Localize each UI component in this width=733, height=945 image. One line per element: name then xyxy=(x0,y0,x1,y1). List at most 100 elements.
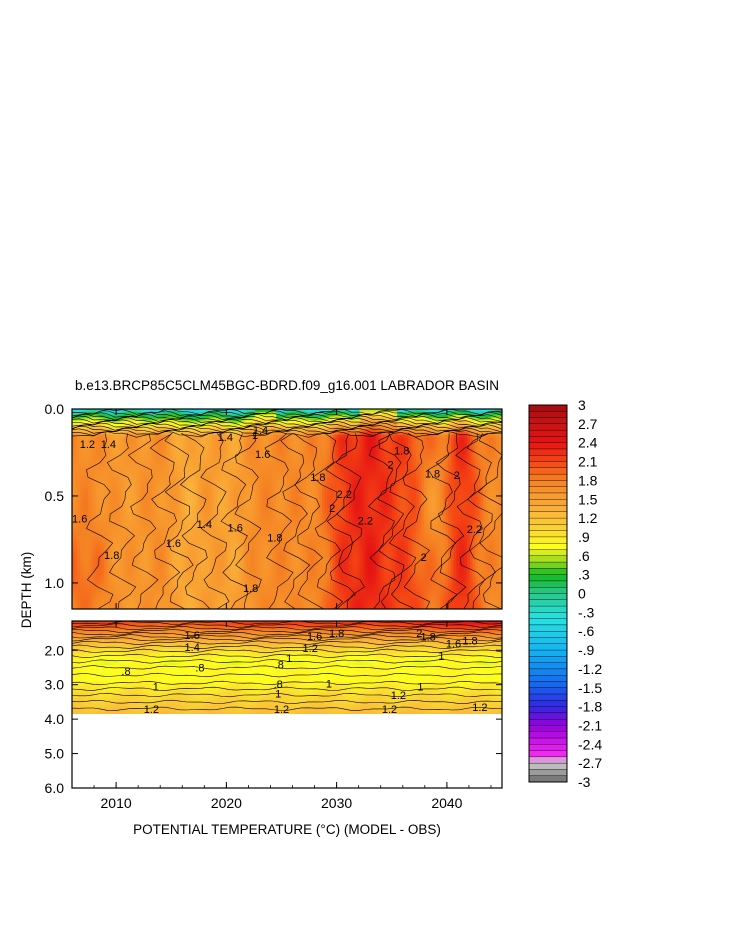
heatmap-cell xyxy=(300,451,304,456)
heatmap-cell xyxy=(235,491,240,496)
heatmap-cell xyxy=(85,457,89,462)
heatmap-cell xyxy=(450,486,455,490)
heatmap-cell xyxy=(343,449,347,453)
heatmap-cell xyxy=(402,423,406,427)
heatmap-cell xyxy=(338,460,342,464)
heatmap-cell xyxy=(104,449,108,453)
heatmap-cell xyxy=(461,454,465,459)
heatmap-cell xyxy=(386,431,390,436)
heatmap-cell xyxy=(249,489,253,493)
heatmap-cell xyxy=(407,480,412,484)
heatmap-cell xyxy=(276,474,280,479)
heatmap-cell xyxy=(370,474,374,479)
heatmap-cell xyxy=(416,469,420,473)
heatmap-cell xyxy=(316,494,320,499)
heatmap-cell xyxy=(300,463,304,467)
heatmap-cell xyxy=(399,423,404,427)
heatmap-cell xyxy=(367,443,371,447)
heatmap-cell xyxy=(203,449,207,453)
heatmap-cell xyxy=(381,491,385,496)
heatmap-cell xyxy=(475,414,479,419)
heatmap-cell xyxy=(72,434,76,439)
heatmap-cell xyxy=(389,446,393,450)
heatmap-cell xyxy=(82,489,87,493)
heatmap-cell xyxy=(467,451,471,456)
heatmap-cell xyxy=(115,454,119,459)
heatmap-cell xyxy=(297,471,302,476)
heatmap-cell xyxy=(426,474,431,479)
heatmap-cell xyxy=(115,480,119,484)
heatmap-cell xyxy=(356,463,361,467)
heatmap-cell xyxy=(88,440,92,444)
heatmap-cell xyxy=(241,469,245,473)
heatmap-cell xyxy=(407,489,412,493)
heatmap-cell xyxy=(405,489,409,493)
heatmap-cell xyxy=(190,471,194,476)
heatmap-cell xyxy=(295,417,299,422)
heatmap-cell xyxy=(386,480,390,484)
heatmap-cell xyxy=(394,486,398,490)
heatmap-cell xyxy=(238,446,242,450)
heatmap-cell xyxy=(96,457,100,462)
heatmap-cell xyxy=(214,491,218,496)
heatmap-cell xyxy=(214,457,218,462)
heatmap-cell xyxy=(348,489,353,493)
heatmap-cell xyxy=(287,411,291,416)
heatmap-cell xyxy=(367,409,371,413)
heatmap-cell xyxy=(101,420,105,424)
heatmap-cell xyxy=(362,480,366,484)
heatmap-cell xyxy=(321,446,326,450)
heatmap-cell xyxy=(72,463,76,467)
heatmap-cell xyxy=(335,477,339,482)
heatmap-cell xyxy=(238,434,242,439)
heatmap-cell xyxy=(211,429,216,433)
heatmap-cell xyxy=(287,466,291,470)
heatmap-cell xyxy=(238,486,242,490)
heatmap-cell xyxy=(434,414,439,419)
heatmap-cell xyxy=(308,423,312,427)
heatmap-cell xyxy=(163,449,167,453)
heatmap-cell xyxy=(249,483,253,487)
heatmap-cell xyxy=(109,451,113,456)
heatmap-cell xyxy=(459,449,463,453)
heatmap-cell xyxy=(182,414,186,419)
heatmap-cell xyxy=(149,494,154,499)
heatmap-cell xyxy=(158,457,162,462)
heatmap-cell xyxy=(252,477,256,482)
heatmap-cell xyxy=(319,411,323,416)
heatmap-cell xyxy=(389,480,393,484)
heatmap-cell xyxy=(88,446,92,450)
heatmap-cell xyxy=(77,411,81,416)
heatmap-cell xyxy=(174,454,178,459)
heatmap-cell xyxy=(383,426,388,430)
heatmap-cell xyxy=(184,483,189,487)
heatmap-cell xyxy=(335,486,339,490)
heatmap-cell xyxy=(370,460,374,464)
heatmap-cell xyxy=(268,460,272,464)
heatmap-cell xyxy=(268,477,272,482)
heatmap-cell xyxy=(192,474,197,479)
heatmap-cell xyxy=(311,466,315,470)
heatmap-cell xyxy=(182,409,186,413)
heatmap-cell xyxy=(386,483,390,487)
heatmap-cell xyxy=(418,409,422,413)
heatmap-cell xyxy=(270,474,275,479)
heatmap-cell xyxy=(217,454,221,459)
heatmap-cell xyxy=(117,446,121,450)
heatmap-cell xyxy=(432,414,436,419)
heatmap-cell xyxy=(80,420,84,424)
heatmap-cell xyxy=(426,483,431,487)
heatmap-cell xyxy=(98,474,103,479)
heatmap-cell xyxy=(413,466,417,470)
heatmap-cell xyxy=(442,451,447,456)
heatmap-cell xyxy=(246,494,250,499)
heatmap-cell xyxy=(348,480,353,484)
heatmap-cell xyxy=(413,446,417,450)
heatmap-cell xyxy=(373,460,377,464)
heatmap-cell xyxy=(273,474,277,479)
heatmap-cell xyxy=(187,457,191,462)
heatmap-cell xyxy=(389,494,393,499)
heatmap-cell xyxy=(378,463,382,467)
heatmap-cell xyxy=(187,449,191,453)
heatmap-cell xyxy=(195,409,199,413)
